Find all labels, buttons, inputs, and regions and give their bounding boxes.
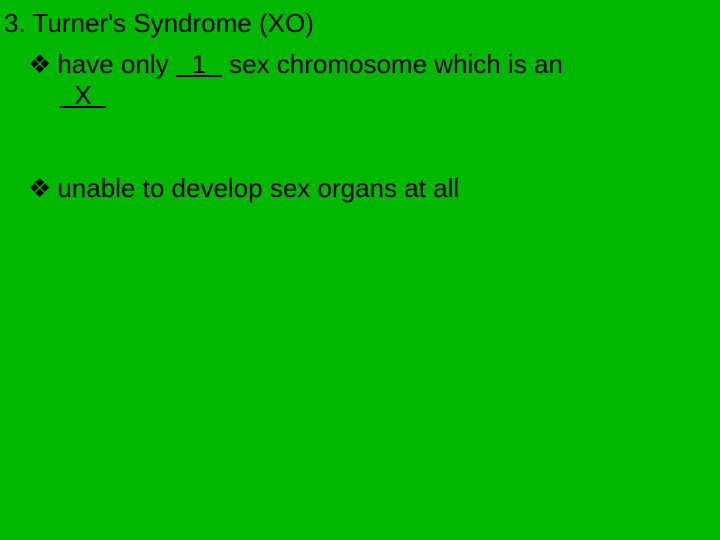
spacer xyxy=(4,111,716,171)
blank-1: 1 xyxy=(176,49,222,77)
line1-after: sex chromosome which is an xyxy=(229,49,563,79)
bullet-marker-icon: ❖ xyxy=(28,171,51,206)
blank-2: X xyxy=(60,80,106,108)
slide-title: 3. Turner's Syndrome (XO) xyxy=(4,8,716,39)
blank-2-value: X xyxy=(74,80,91,110)
bullet-item-2: ❖unable to develop sex organs at all xyxy=(4,171,716,206)
blank-1-value: 1 xyxy=(192,49,206,79)
line2-text: unable to develop sex organs at all xyxy=(57,173,459,203)
line1-before: have only xyxy=(57,49,168,79)
title-number: 3. xyxy=(4,8,26,38)
title-text: Turner's Syndrome (XO) xyxy=(32,8,313,38)
bullet-marker-icon: ❖ xyxy=(28,47,51,82)
bullet-item-1-continuation: X xyxy=(4,80,716,111)
bullet-item-1: ❖have only 1 sex chromosome which is an xyxy=(4,47,716,82)
